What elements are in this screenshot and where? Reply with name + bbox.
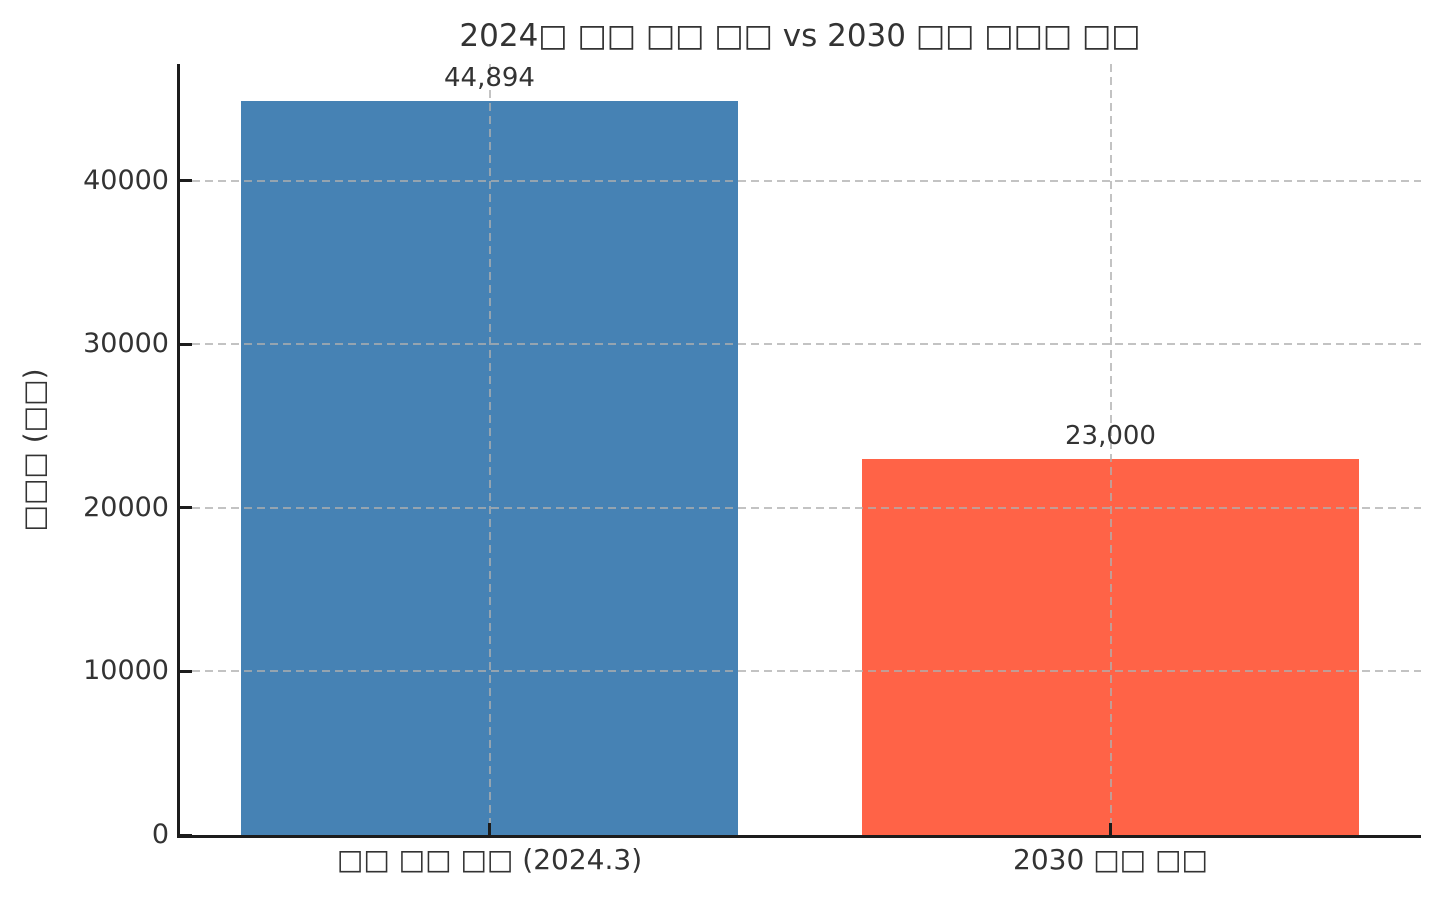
x-tick-label: □□ □□ □□ (2024.3) [336, 843, 643, 876]
plot-area: 0 10000 20000 30000 40000 □□ □□ □□ (2024.3) 44… [83, 62, 1421, 876]
y-tick-mark [179, 179, 192, 183]
chart-title: 2024□ □□ □□ □□ vs 2030 □□ □□□ □□ [459, 18, 1141, 54]
y-tick-label: 10000 [83, 655, 169, 687]
y-tick-label: 0 [151, 819, 169, 850]
x-tick-mark [488, 823, 491, 835]
x-tick-label: 2030 □□ □□ [1013, 843, 1208, 876]
bar-value-label: 44,894 [444, 62, 535, 93]
bar-value-label: 23,000 [1065, 420, 1156, 451]
gridline-vertical [488, 64, 491, 835]
y-tick-mark [179, 669, 192, 673]
y-tick-mark [179, 342, 192, 346]
y-tick-label: 40000 [83, 164, 169, 196]
y-tick-label: 20000 [83, 491, 169, 523]
gridline-horizontal [179, 179, 1421, 182]
y-tick-label: 30000 [83, 328, 169, 360]
gridline-vertical [1109, 64, 1112, 835]
gridline-horizontal [179, 670, 1421, 673]
x-tick-mark [1109, 823, 1112, 835]
gridline-horizontal [179, 506, 1421, 509]
x-axis-spine [177, 835, 1421, 838]
y-axis-spine [177, 64, 180, 838]
gridline-horizontal [179, 343, 1421, 346]
y-tick-mark [179, 506, 192, 510]
